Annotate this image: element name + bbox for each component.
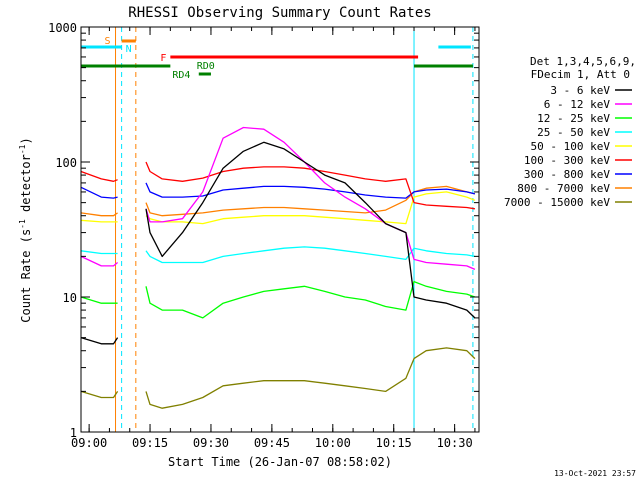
legend-label-1: 6 - 12 keV (544, 98, 611, 111)
legend-label-5: 100 - 300 keV (524, 154, 610, 167)
legend: Det 1,3,4,5,6,9,FDecim 1, Att 0 3 - 6 keV… (504, 55, 636, 209)
plot-background (81, 27, 479, 432)
y-axis-label-sup2: -1 (18, 144, 27, 154)
legend-header-2: FDecim 1, Att 0 (531, 68, 630, 81)
series-lines (80, 126, 476, 409)
series-line-2 (80, 280, 476, 319)
x-axis-label: Start Time (26-Jan-07 08:58:02) (168, 455, 392, 469)
series-line-0 (80, 141, 476, 345)
series-line-6 (80, 182, 476, 199)
legend-label-6: 300 - 800 keV (524, 168, 610, 181)
chart-title: RHESSI Observing Summary Count Rates (128, 5, 431, 21)
flag-label-n: N (126, 44, 132, 55)
y-axis: 1 10 100 1000 (48, 21, 479, 440)
series-line-8 (80, 347, 476, 409)
state-flags: S N F RD0 RD4 (81, 36, 473, 81)
x-tick-label-3: 09:45 (254, 436, 290, 450)
y-axis-label-sup1: -1 (18, 219, 27, 229)
legend-label-8: 7000 - 15000 keV (504, 196, 610, 209)
y-axis-label: Count Rate (s-1 detector-1) (18, 137, 33, 322)
x-tick-label-4: 10:00 (315, 436, 351, 450)
legend-label-2: 12 - 25 keV (537, 112, 610, 125)
series-line-4 (80, 191, 476, 225)
y-tick-label-0: 1 (70, 426, 77, 440)
y-tick-label-1: 10 (63, 291, 77, 305)
y-axis-label-main: Count Rate (s (19, 229, 33, 323)
x-tick-label-0: 09:00 (71, 436, 107, 450)
y-axis-label-end: ) (19, 137, 33, 144)
footer-date: 13-Oct-2021 23:57 (554, 469, 636, 478)
flag-label-rd4: RD4 (172, 70, 190, 81)
y-tick-label-2: 100 (55, 156, 77, 170)
legend-label-3: 25 - 50 keV (537, 126, 610, 139)
flag-label-s: S (104, 36, 110, 47)
legend-label-0: 3 - 6 keV (550, 84, 610, 97)
flag-label-rd0: RD0 (197, 61, 215, 72)
legend-label-7: 800 - 7000 keV (517, 182, 610, 195)
series-line-3 (80, 246, 476, 264)
series-line-5 (80, 161, 476, 210)
plot-frame (80, 26, 480, 433)
y-tick-label-3: 1000 (48, 21, 77, 35)
x-tick-label-2: 09:30 (193, 436, 229, 450)
x-tick-label-6: 10:30 (437, 436, 473, 450)
x-tick-label-1: 09:15 (132, 436, 168, 450)
y-axis-label-mid: detector (19, 154, 33, 219)
x-axis: 09:00 09:15 09:30 09:45 10:00 10:15 10:30 (71, 27, 476, 450)
series-line-1 (80, 126, 476, 270)
legend-label-4: 50 - 100 keV (531, 140, 611, 153)
flag-label-f: F (160, 53, 166, 64)
x-tick-label-5: 10:15 (376, 436, 412, 450)
legend-header-1: Det 1,3,4,5,6,9, (530, 55, 636, 68)
